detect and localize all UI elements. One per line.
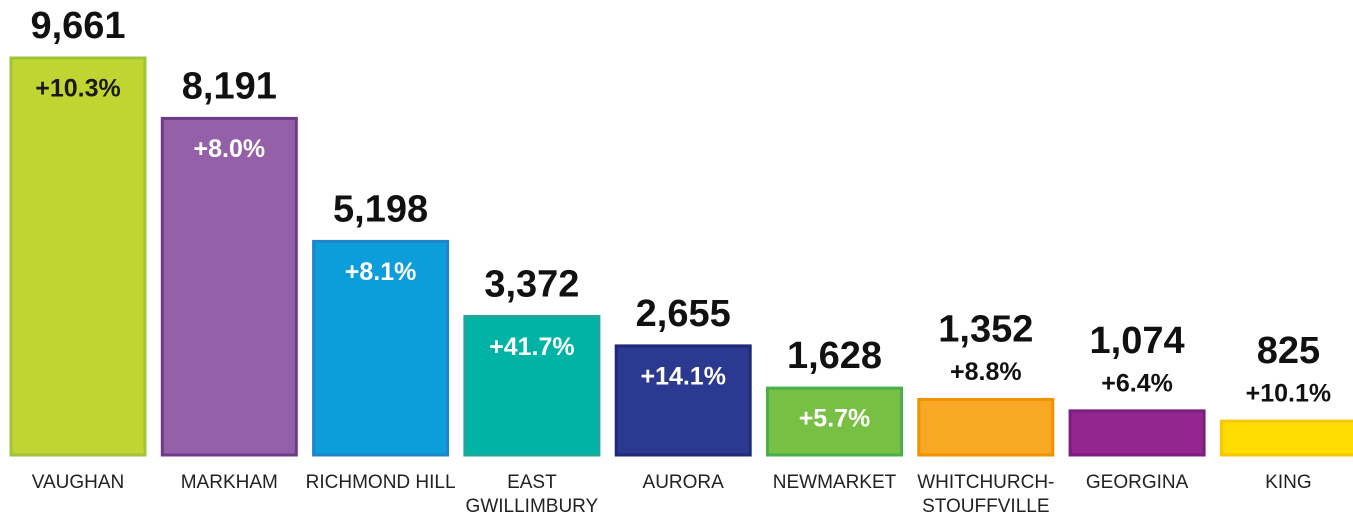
category-label: GEORGINA [1085,472,1189,493]
change-label: +5.7% [799,405,871,433]
bar [766,386,903,457]
value-label: 8,191 [182,65,277,107]
change-label: +8.8% [950,358,1022,386]
change-label: +10.3% [35,75,121,103]
value-label: 1,352 [938,308,1033,350]
bar [614,344,752,457]
value-label: 5,198 [333,188,428,230]
category-label: NEWMARKET [772,472,897,493]
bar [1068,409,1206,457]
value-label: 1,074 [1090,320,1185,362]
bar [1219,419,1353,457]
change-label: +8.1% [345,258,417,286]
change-label: +14.1% [640,363,726,391]
value-label: 3,372 [484,263,579,305]
bar [917,397,1055,457]
bar [9,56,147,457]
bar [463,314,601,457]
value-label: 1,628 [787,335,882,377]
value-label: 2,655 [636,293,731,335]
category-label: AURORA [642,472,724,493]
bar [312,239,450,457]
value-label: 825 [1257,330,1320,372]
change-label: +10.1% [1246,380,1332,408]
category-label: VAUGHAN [31,472,125,493]
change-label: +41.7% [489,333,575,361]
change-label: +6.4% [1101,369,1173,397]
category-label: WHITCHURCH-STOUFFVILLE [917,472,1055,517]
bar [160,116,298,457]
category-label: EAST GWILLIMBURY [465,472,599,517]
category-label: MARKHAM [180,472,278,493]
category-label: RICHMOND HILL [305,472,456,493]
change-label: +8.0% [194,135,266,163]
category-label: KING [1265,472,1312,493]
value-label: 9,661 [30,5,125,47]
